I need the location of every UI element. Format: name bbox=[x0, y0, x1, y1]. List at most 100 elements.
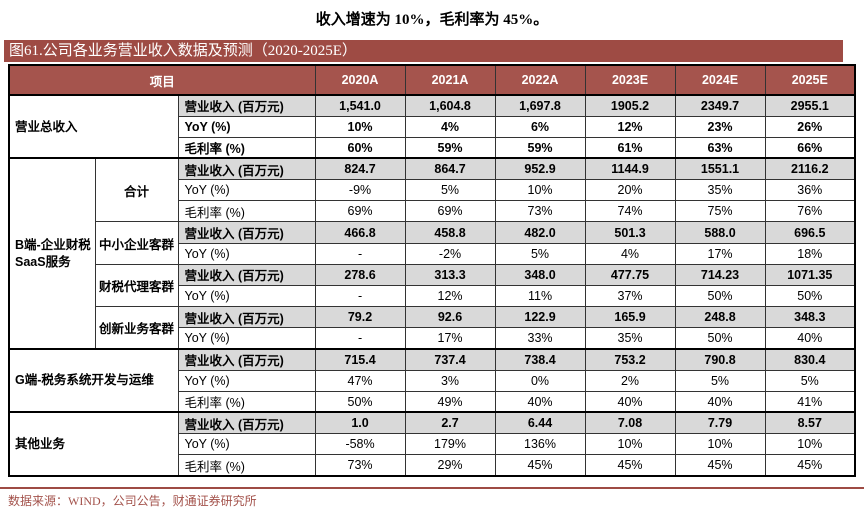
value-cell: 12% bbox=[404, 284, 496, 308]
value-cell: 753.2 bbox=[584, 347, 676, 371]
value-cell: 482.0 bbox=[494, 221, 586, 244]
value-cell: 50% bbox=[674, 327, 766, 350]
value-cell: 458.8 bbox=[404, 221, 496, 244]
source-note: 数据来源：WIND，公司公告，财通证券研究所 bbox=[8, 494, 257, 508]
subgroup-label: 合计 bbox=[94, 157, 179, 223]
metric-label: 营业收入 (百万元) bbox=[177, 411, 316, 435]
value-cell: 37% bbox=[584, 284, 676, 308]
value-cell: 29% bbox=[404, 454, 496, 477]
value-cell: 75% bbox=[674, 200, 766, 223]
value-cell: 1551.1 bbox=[674, 157, 766, 181]
table-row: 财税代理客群 营业收入 (百万元) 278.6 313.3 348.0 477.75 714… bbox=[9, 263, 856, 308]
value-cell: 2955.1 bbox=[764, 93, 856, 117]
value-cell: 790.8 bbox=[674, 347, 766, 371]
metric-label: 营业收入 (百万元) bbox=[177, 221, 316, 244]
value-cell: 1.0 bbox=[314, 411, 406, 435]
header-item-label: 项目 bbox=[8, 64, 316, 96]
metric-label: YoY (%) bbox=[177, 179, 316, 202]
value-cell: 348.3 bbox=[764, 306, 856, 329]
value-cell: 7.79 bbox=[674, 411, 766, 435]
value-cell: 20% bbox=[584, 179, 676, 202]
subgroup-label: 中小企业客群 bbox=[94, 221, 179, 265]
value-cell: 1071.35 bbox=[764, 263, 856, 286]
metric-label: 营业收入 (百万元) bbox=[177, 157, 316, 181]
value-cell: 501.3 bbox=[584, 221, 676, 244]
metric-label: 毛利率 (%) bbox=[177, 454, 316, 477]
value-cell: 348.0 bbox=[494, 263, 586, 286]
value-cell: 76% bbox=[764, 200, 856, 223]
value-cell: 40% bbox=[764, 327, 856, 350]
value-cell: 1,604.8 bbox=[404, 93, 496, 117]
value-cell: 864.7 bbox=[404, 157, 496, 181]
value-cell: 2116.2 bbox=[764, 157, 856, 181]
value-cell: 73% bbox=[494, 200, 586, 223]
header-year-2023e: 2023E bbox=[584, 64, 676, 96]
metric-label: YoY (%) bbox=[177, 369, 316, 392]
value-cell: 36% bbox=[764, 179, 856, 202]
table-row: 毛利率 (%) 50% 49% 40% 40% 40% 41% bbox=[9, 390, 856, 413]
value-cell: 18% bbox=[764, 242, 856, 265]
header-year-2022a: 2022A bbox=[494, 64, 586, 96]
value-cell: 47% bbox=[314, 369, 406, 392]
metric-label: YoY (%) bbox=[177, 327, 316, 350]
value-cell: 40% bbox=[584, 390, 676, 413]
table-row: 毛利率 (%) 60% 59% 59% 61% 63% 66% bbox=[9, 136, 856, 159]
value-cell: 45% bbox=[764, 454, 856, 477]
value-cell: 737.4 bbox=[404, 347, 496, 371]
value-cell: 5% bbox=[674, 369, 766, 392]
value-cell: 122.9 bbox=[494, 306, 586, 329]
value-cell: 92.6 bbox=[404, 306, 496, 329]
header-year-2024e: 2024E bbox=[674, 64, 766, 96]
value-cell: 0% bbox=[494, 369, 586, 392]
metric-label: 营业收入 (百万元) bbox=[177, 93, 316, 117]
subgroup-label: 财税代理客群 bbox=[94, 263, 179, 308]
value-cell: - bbox=[314, 284, 406, 308]
value-cell: 79.2 bbox=[314, 306, 406, 329]
value-cell: 248.8 bbox=[674, 306, 766, 329]
header-year-2021a: 2021A bbox=[404, 64, 496, 96]
value-cell: 59% bbox=[494, 136, 586, 159]
subgroup-label: 创新业务客群 bbox=[94, 306, 179, 350]
footer-divider-rule bbox=[0, 487, 864, 489]
value-cell: 41% bbox=[764, 390, 856, 413]
table-row: 其他业务 营业收入 (百万元) 1.0 2.7 6.44 7.08 7.79 8.57 bbox=[8, 411, 856, 477]
value-cell: 4% bbox=[584, 242, 676, 265]
value-cell: 73% bbox=[314, 454, 406, 477]
report-body-text: 收入增速为 10%，毛利率为 45%。 bbox=[315, 12, 549, 28]
table-row: B端-企业财税SaaS服务 合计 营业收入 (百万元) 824.7 864.7 952.9… bbox=[8, 157, 856, 350]
value-cell: 49% bbox=[404, 390, 496, 413]
table-row: G端-税务系统开发与运维 营业收入 (百万元) 715.4 737.4 738.4 753… bbox=[8, 347, 856, 413]
metric-label: 营业收入 (百万元) bbox=[177, 263, 316, 286]
value-cell: 824.7 bbox=[314, 157, 406, 181]
figure-title-text: 图61.公司各业务营业收入数据及预测（2020-2025E） bbox=[9, 43, 357, 59]
header-year-2025e: 2025E bbox=[764, 64, 856, 96]
value-cell: 61% bbox=[584, 136, 676, 159]
value-cell: 6% bbox=[494, 115, 586, 138]
table-row: 毛利率 (%) 69% 69% 73% 74% 75% 76% bbox=[9, 200, 856, 223]
group-label: 其他业务 bbox=[8, 411, 179, 477]
value-cell: 1,697.8 bbox=[494, 93, 586, 117]
value-cell: 466.8 bbox=[314, 221, 406, 244]
value-cell: 59% bbox=[404, 136, 496, 159]
value-cell: -9% bbox=[314, 179, 406, 202]
group-label: 营业总收入 bbox=[8, 93, 179, 159]
value-cell: 23% bbox=[674, 115, 766, 138]
value-cell: 69% bbox=[404, 200, 496, 223]
table-header: 项目 2020A 2021A 2022A 2023E 2024E 2025E bbox=[8, 64, 856, 96]
metric-label: YoY (%) bbox=[177, 432, 316, 456]
metric-label: 毛利率 (%) bbox=[177, 136, 316, 159]
value-cell: 69% bbox=[314, 200, 406, 223]
value-cell: 12% bbox=[584, 115, 676, 138]
value-cell: 74% bbox=[584, 200, 676, 223]
metric-label: YoY (%) bbox=[177, 242, 316, 265]
metric-label: YoY (%) bbox=[177, 284, 316, 308]
value-cell: 2349.7 bbox=[674, 93, 766, 117]
value-cell: 696.5 bbox=[764, 221, 856, 244]
table-row: YoY (%) -17% 33% 35% 50% 40% bbox=[9, 327, 856, 350]
table-header-row: 项目 2020A 2021A 2022A 2023E 2024E 2025E bbox=[8, 64, 856, 96]
value-cell: 830.4 bbox=[764, 347, 856, 371]
header-year-2020a: 2020A bbox=[314, 64, 406, 96]
metric-label: 毛利率 (%) bbox=[177, 200, 316, 223]
value-cell: 50% bbox=[314, 390, 406, 413]
